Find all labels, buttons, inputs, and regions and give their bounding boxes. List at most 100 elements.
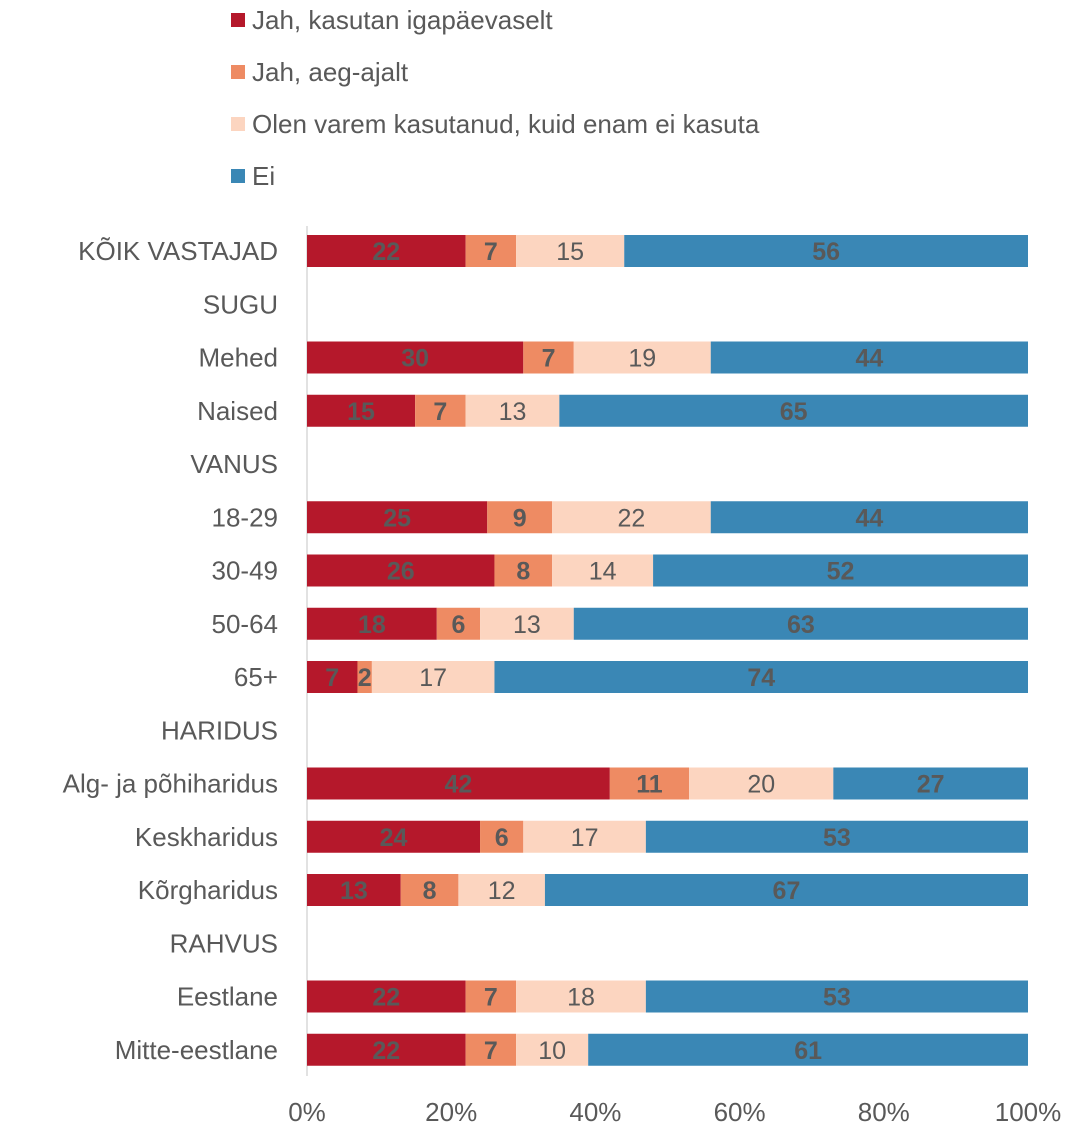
value-label: 9: [513, 504, 527, 532]
bar-segment: [307, 554, 495, 587]
bar-segment: [480, 607, 574, 640]
legend-label: Ei: [252, 161, 275, 191]
category-label: Keskharidus: [135, 822, 278, 852]
bar-segment: [487, 501, 553, 534]
bar-segment: [307, 235, 466, 267]
value-label: 15: [556, 238, 584, 266]
x-tick-label: 100%: [995, 1097, 1062, 1127]
bar-segment: [710, 501, 1028, 534]
value-label: 7: [484, 238, 498, 266]
value-label: 6: [451, 611, 465, 639]
x-tick-label: 80%: [858, 1097, 910, 1127]
legend-swatch: [231, 65, 245, 79]
bar-segment: [465, 980, 517, 1013]
bar-segment: [523, 341, 574, 374]
bar-segment: [552, 501, 711, 534]
value-label: 52: [827, 558, 855, 586]
bar-segment: [494, 554, 553, 587]
value-label: 13: [513, 611, 541, 639]
value-label: 24: [380, 824, 408, 852]
bar-segment: [415, 394, 466, 427]
category-label: KÕIK VASTAJAD: [78, 236, 278, 266]
category-label: RAHVUS: [170, 928, 278, 958]
bar-segment: [465, 235, 517, 267]
value-label: 42: [445, 771, 473, 799]
bar-segment: [645, 820, 1028, 853]
value-label: 14: [589, 558, 617, 586]
bar-segment: [357, 661, 372, 693]
legend-label: Jah, aeg-ajalt: [252, 57, 409, 87]
value-label: 63: [787, 611, 815, 639]
bar-segment: [436, 607, 481, 640]
value-label: 2: [358, 664, 372, 692]
value-label: 22: [372, 1037, 400, 1065]
bar-segment: [516, 1033, 589, 1066]
value-label: 56: [812, 238, 840, 266]
bar-segment: [559, 394, 1028, 427]
value-label: 8: [423, 877, 437, 905]
legend-label: Jah, kasutan igapäevaselt: [252, 5, 553, 35]
bar-segment: [307, 874, 401, 906]
value-label: 27: [917, 771, 945, 799]
bar-segment: [833, 767, 1028, 800]
legend-swatch: [231, 13, 245, 27]
bar-segment: [494, 661, 1029, 693]
category-label: Mehed: [199, 343, 279, 373]
bar-segment: [645, 980, 1028, 1013]
value-label: 67: [773, 877, 801, 905]
legend-swatch: [231, 117, 245, 131]
bar-segment: [307, 501, 488, 534]
legend-label: Olen varem kasutanud, kuid enam ei kasut…: [252, 109, 760, 139]
value-label: 26: [387, 558, 415, 586]
bar-segment: [307, 1033, 466, 1066]
value-label: 13: [340, 877, 368, 905]
category-label: Naised: [197, 396, 278, 426]
value-label: 11: [636, 771, 663, 799]
category-label: VANUS: [190, 449, 278, 479]
bar-segment: [307, 980, 466, 1013]
bar-segment: [400, 874, 459, 906]
bar-segment: [624, 235, 1028, 267]
bar-segment: [552, 554, 654, 587]
value-label: 20: [747, 771, 775, 799]
bar-segment: [480, 820, 524, 853]
category-label: HARIDUS: [161, 715, 278, 745]
category-label: Alg- ja põhiharidus: [63, 769, 278, 799]
value-label: 7: [542, 345, 556, 373]
bar-segment: [465, 394, 560, 427]
bar-segment: [544, 874, 1028, 906]
category-label: 65+: [234, 662, 278, 692]
category-label: Eestlane: [177, 982, 278, 1012]
value-label: 22: [372, 984, 400, 1012]
bar-segment: [573, 341, 711, 374]
value-label: 18: [358, 611, 386, 639]
bar-segment: [573, 607, 1028, 640]
value-label: 25: [383, 504, 411, 532]
bar-segment: [465, 1033, 517, 1066]
x-tick-label: 40%: [569, 1097, 621, 1127]
bar-segment: [588, 1033, 1028, 1066]
value-label: 22: [372, 238, 400, 266]
value-label: 18: [567, 984, 595, 1012]
bar-segment: [609, 767, 690, 800]
bar-segment: [307, 767, 610, 800]
bar-segment: [523, 820, 646, 853]
value-label: 53: [823, 824, 851, 852]
bar-segment: [307, 820, 481, 853]
value-label: 12: [488, 877, 516, 905]
value-label: 13: [499, 398, 527, 426]
bar-segment: [516, 235, 625, 267]
category-label: Mitte-eestlane: [115, 1035, 278, 1065]
bar-segment: [516, 980, 646, 1013]
value-label: 44: [855, 504, 883, 532]
value-label: 6: [495, 824, 509, 852]
value-label: 7: [325, 664, 339, 692]
legend-swatch: [231, 169, 245, 183]
bar-segment: [710, 341, 1028, 374]
value-label: 22: [618, 504, 646, 532]
value-label: 61: [794, 1037, 822, 1065]
value-label: 15: [347, 398, 375, 426]
value-label: 8: [516, 558, 530, 586]
value-label: 74: [747, 664, 775, 692]
